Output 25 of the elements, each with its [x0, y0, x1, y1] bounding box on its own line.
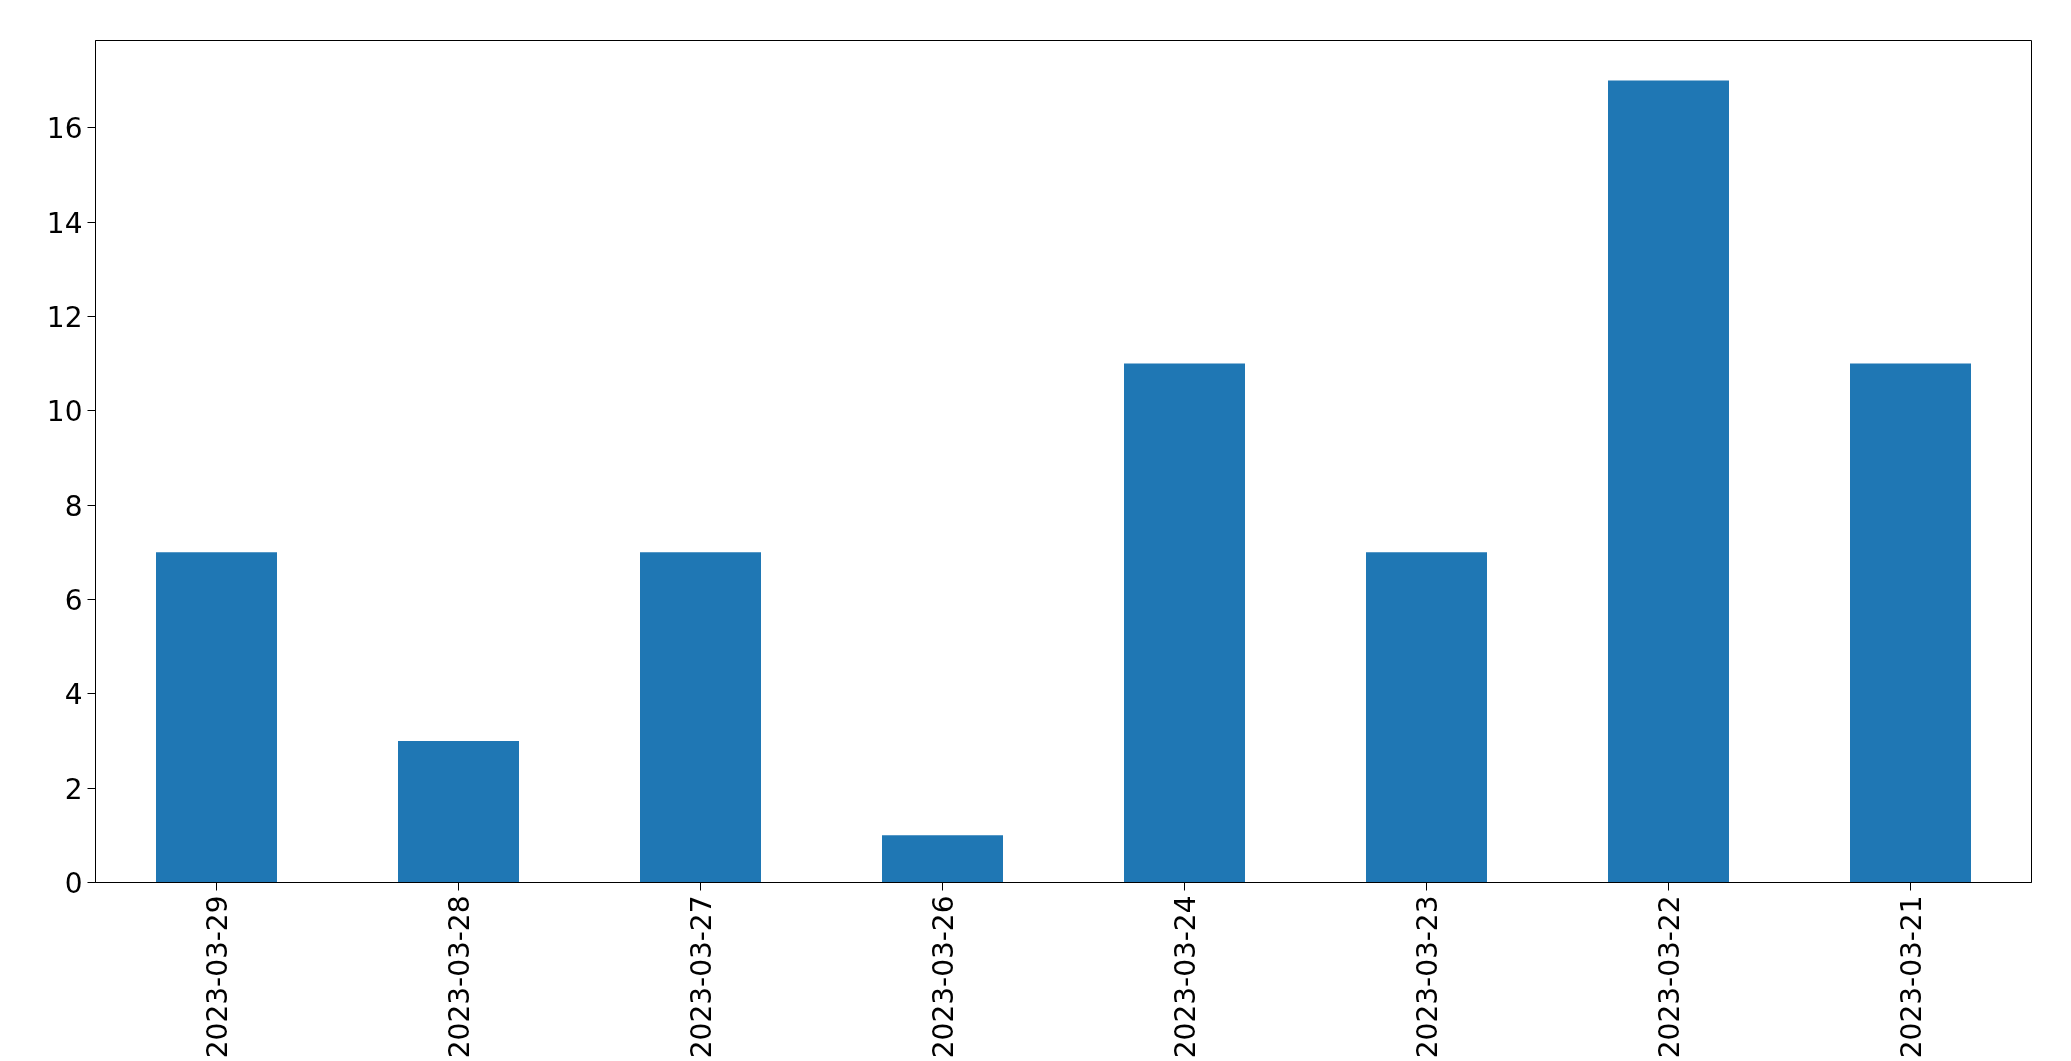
y-tick-label: 8 — [64, 489, 83, 523]
x-tick-label: 2023-03-21 — [1895, 895, 1928, 1059]
bar — [398, 740, 519, 883]
y-tick-label: 12 — [46, 300, 83, 334]
x-tick-label: 2023-03-23 — [1411, 895, 1444, 1059]
bar — [1608, 80, 1729, 883]
y-tick-label: 10 — [46, 395, 83, 429]
x-tick-label: 2023-03-24 — [1169, 895, 1202, 1059]
bar — [882, 835, 1003, 883]
y-tick-label: 14 — [46, 206, 83, 240]
x-tick-label: 2023-03-28 — [443, 895, 476, 1059]
y-tick-label: 2 — [64, 772, 83, 806]
x-tick-label: 2023-03-29 — [201, 895, 234, 1059]
bar — [156, 552, 277, 883]
x-tick-label: 2023-03-27 — [685, 895, 718, 1059]
y-tick-label: 6 — [64, 583, 83, 617]
y-tick-label: 16 — [46, 112, 83, 146]
x-tick-label: 2023-03-22 — [1653, 895, 1686, 1059]
y-tick-label: 4 — [64, 678, 83, 712]
x-tick-label: 2023-03-26 — [927, 895, 960, 1059]
bar — [1366, 552, 1487, 883]
y-tick-label: 0 — [64, 867, 83, 900]
bar — [1124, 363, 1245, 883]
bar — [640, 552, 761, 883]
bar — [1850, 363, 1971, 883]
